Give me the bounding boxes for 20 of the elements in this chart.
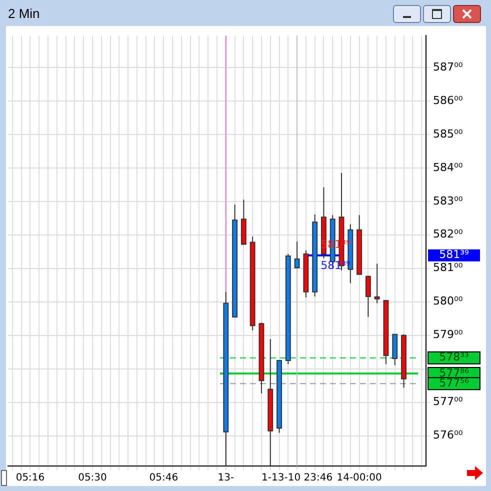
y-tick-label: 582⁰⁰ (433, 228, 464, 241)
y-tick-label: 576⁰⁰ (433, 428, 464, 442)
y-tick-label: 584⁰⁰ (433, 160, 464, 174)
x-tick-label: 05:46 (149, 472, 178, 484)
y-tick-label: 580⁰⁰ (433, 294, 464, 308)
x-tick-label: 13- (218, 472, 234, 484)
y-tick-label: 577⁰⁰ (433, 395, 464, 408)
x-tick-label: 1-13-10 23:46 (262, 472, 333, 484)
x-tick-label: 05:16 (16, 472, 45, 484)
x-tick-label: 05:30 (78, 472, 107, 484)
y-tick-label: 586⁰⁰ (433, 94, 464, 107)
text: 581³⁹ (439, 248, 469, 262)
x-tick-label: 14-00:00 (336, 472, 382, 484)
y-tick-label: 585⁰⁰ (433, 127, 464, 140)
chart-title: 2 Min (8, 6, 40, 21)
y-tick-label: 583⁰⁰ (433, 194, 464, 208)
y-tick-label: 587⁰⁰ (433, 60, 464, 74)
y-tick-label: 579⁰⁰ (433, 328, 464, 342)
y-tick-label: 581⁰⁰ (433, 261, 464, 274)
ref-line-label: 578³³ (439, 350, 469, 364)
